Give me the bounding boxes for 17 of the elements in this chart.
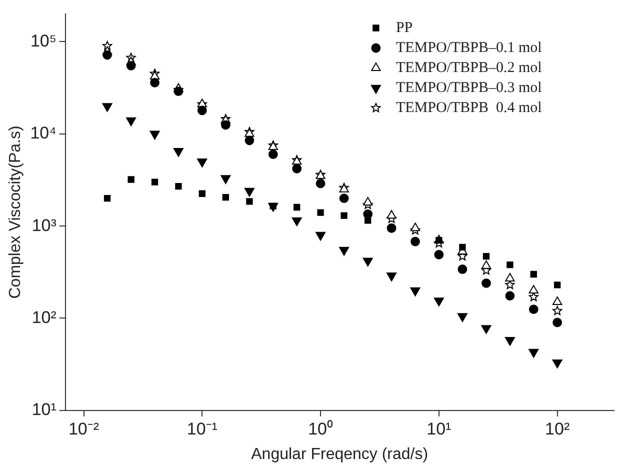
x-tick-label: 10² — [545, 419, 570, 438]
legend-label: TEMPO/TBPB–0.2 mol — [396, 60, 542, 76]
y-tick-label: 10⁴ — [30, 124, 56, 143]
x-tick-label: 10⁻¹ — [186, 419, 218, 438]
legend-label: PP — [396, 20, 413, 36]
x-tick-label: 10¹ — [426, 419, 452, 438]
y-tick-label: 10³ — [32, 216, 57, 235]
y-tick-label: 10¹ — [32, 400, 57, 420]
y-tick-label: 10² — [32, 308, 57, 327]
y-tick-label: 10⁵ — [30, 31, 56, 50]
x-tick-label: 10⁻² — [68, 419, 100, 438]
legend-label: TEMPO/TBPB–0.1 mol — [396, 40, 542, 56]
y-axis-title: Complex Viscocity(Pa.s) — [7, 126, 24, 299]
legend-label: TEMPO/TBPB 0.4 mol — [396, 100, 542, 116]
x-tick-label: 10⁰ — [308, 419, 333, 438]
x-axis-title: Angular Freqency (rad/s) — [251, 446, 428, 463]
legend-label: TEMPO/TBPB–0.3 mol — [396, 80, 542, 96]
